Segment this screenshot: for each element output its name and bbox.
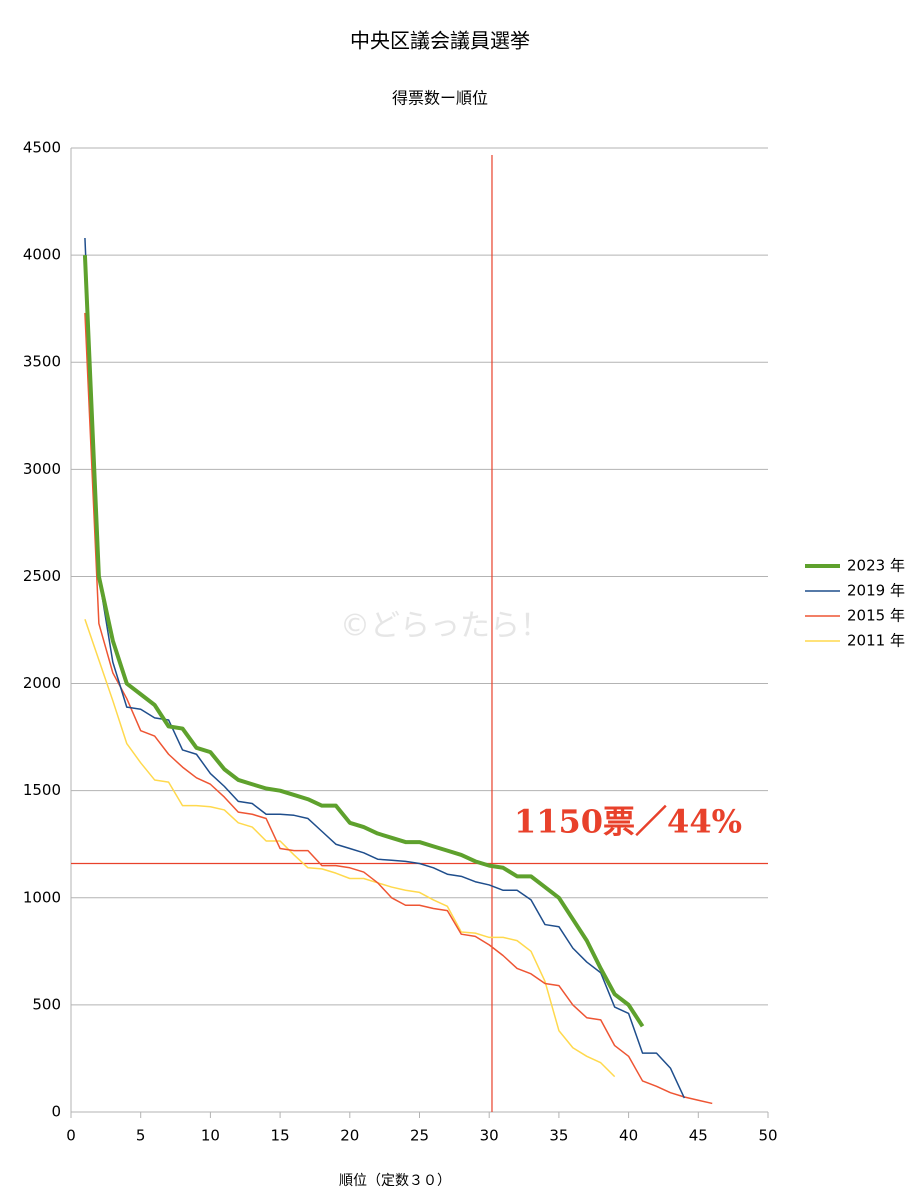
x-tick-label: 0 <box>66 1127 76 1145</box>
x-tick-label: 20 <box>340 1127 359 1145</box>
x-tick-label: 35 <box>549 1127 568 1145</box>
x-tick-label: 15 <box>271 1127 290 1145</box>
y-tick-label: 1500 <box>23 781 61 799</box>
y-tick-label: 4000 <box>23 246 61 264</box>
x-tick-label: 30 <box>480 1127 499 1145</box>
annotation: 1150票／44% <box>514 803 742 841</box>
x-tick-label: 50 <box>758 1127 777 1145</box>
chart-title: 中央区議会議員選挙 <box>350 29 530 53</box>
x-tick-label: 45 <box>689 1127 708 1145</box>
y-tick-label: 2000 <box>23 674 61 692</box>
y-tick-label: 4500 <box>23 139 61 157</box>
y-tick-label: 3500 <box>23 353 61 371</box>
series-line <box>84 619 616 1078</box>
watermark: ©どらったら！ <box>340 609 550 644</box>
y-tick-label: 0 <box>51 1103 61 1121</box>
y-tick-label: 2500 <box>23 567 61 585</box>
x-tick-label: 25 <box>410 1127 429 1145</box>
x-tick-label: 5 <box>136 1127 146 1145</box>
legend-label: 2019 年 <box>847 582 905 600</box>
x-axis-label: 順位（定数３０） <box>339 1173 451 1189</box>
chart-subtitle: 得票数ー順位 <box>392 89 488 108</box>
series-line <box>84 312 713 1105</box>
y-tick-label: 1000 <box>23 888 61 906</box>
y-tick-label: 500 <box>32 995 61 1013</box>
series-line <box>82 255 645 1028</box>
legend-label: 2011 年 <box>847 632 905 650</box>
legend-label: 2015 年 <box>847 607 905 625</box>
x-tick-label: 10 <box>201 1127 220 1145</box>
series-line <box>84 237 686 1099</box>
legend-label: 2023 年 <box>847 557 905 575</box>
y-tick-label: 3000 <box>23 460 61 478</box>
x-tick-label: 40 <box>619 1127 638 1145</box>
